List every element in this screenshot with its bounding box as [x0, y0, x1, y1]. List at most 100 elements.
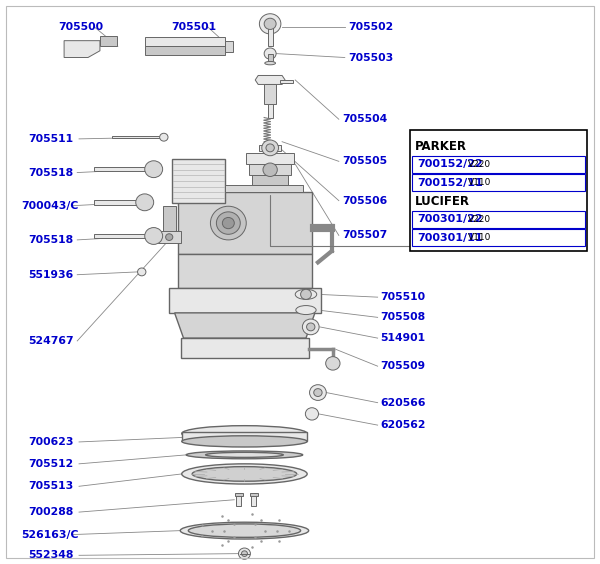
FancyBboxPatch shape — [226, 41, 233, 52]
Ellipse shape — [186, 451, 302, 459]
Ellipse shape — [295, 289, 317, 299]
Text: V220: V220 — [469, 215, 491, 224]
Polygon shape — [226, 186, 303, 192]
Circle shape — [145, 161, 163, 178]
FancyBboxPatch shape — [182, 433, 307, 442]
Ellipse shape — [265, 61, 275, 65]
Polygon shape — [249, 164, 291, 175]
Circle shape — [310, 385, 326, 400]
Circle shape — [137, 268, 146, 276]
Text: V110: V110 — [469, 233, 492, 242]
Circle shape — [241, 551, 247, 557]
Polygon shape — [158, 231, 181, 243]
Text: 620566: 620566 — [380, 398, 426, 408]
Circle shape — [259, 14, 281, 34]
Polygon shape — [178, 192, 312, 254]
FancyBboxPatch shape — [250, 493, 257, 496]
FancyBboxPatch shape — [412, 174, 585, 191]
Ellipse shape — [182, 436, 307, 447]
Text: 552348: 552348 — [28, 550, 74, 560]
Circle shape — [305, 408, 319, 420]
Circle shape — [266, 144, 274, 152]
Circle shape — [217, 212, 240, 234]
Text: 705502: 705502 — [348, 21, 393, 32]
Text: 700288: 700288 — [28, 507, 74, 517]
Text: 705513: 705513 — [28, 481, 74, 491]
FancyBboxPatch shape — [268, 54, 272, 61]
Text: PARKER: PARKER — [415, 140, 467, 153]
FancyBboxPatch shape — [145, 46, 226, 55]
Polygon shape — [64, 41, 100, 58]
Circle shape — [223, 218, 235, 228]
FancyBboxPatch shape — [412, 156, 585, 173]
FancyBboxPatch shape — [94, 233, 151, 238]
FancyBboxPatch shape — [236, 494, 241, 506]
Text: 700623: 700623 — [28, 437, 74, 447]
FancyBboxPatch shape — [264, 85, 276, 104]
Ellipse shape — [182, 464, 307, 484]
Polygon shape — [175, 313, 315, 338]
Text: 705503: 705503 — [348, 52, 393, 63]
Ellipse shape — [180, 522, 308, 539]
Text: 705511: 705511 — [28, 134, 73, 144]
Text: 524767: 524767 — [28, 336, 74, 346]
Circle shape — [314, 389, 322, 396]
Polygon shape — [255, 76, 285, 85]
Text: 551936: 551936 — [28, 270, 74, 280]
Circle shape — [301, 289, 311, 299]
Text: 705504: 705504 — [342, 114, 387, 124]
Circle shape — [307, 323, 315, 331]
Ellipse shape — [182, 426, 307, 442]
Polygon shape — [246, 153, 294, 164]
Ellipse shape — [192, 466, 297, 481]
FancyBboxPatch shape — [94, 200, 142, 205]
Text: LUCIFER: LUCIFER — [415, 195, 470, 208]
Ellipse shape — [296, 306, 316, 315]
Text: 705510: 705510 — [380, 292, 426, 302]
FancyBboxPatch shape — [268, 104, 272, 117]
Circle shape — [326, 356, 340, 370]
Circle shape — [211, 206, 246, 240]
Text: 700152/22: 700152/22 — [418, 159, 484, 169]
Circle shape — [238, 548, 250, 559]
FancyBboxPatch shape — [100, 36, 116, 46]
Text: 620562: 620562 — [380, 420, 426, 430]
Polygon shape — [181, 338, 309, 358]
Circle shape — [264, 18, 276, 29]
FancyBboxPatch shape — [410, 130, 587, 251]
Circle shape — [160, 133, 168, 141]
Circle shape — [136, 194, 154, 211]
Circle shape — [302, 319, 319, 335]
Text: 700301/22: 700301/22 — [418, 214, 483, 224]
Polygon shape — [163, 206, 176, 243]
Text: 700301/11: 700301/11 — [418, 233, 483, 243]
FancyBboxPatch shape — [268, 24, 272, 46]
Polygon shape — [169, 288, 321, 313]
FancyBboxPatch shape — [251, 494, 256, 506]
FancyBboxPatch shape — [235, 493, 242, 496]
Polygon shape — [252, 175, 288, 186]
Text: 705509: 705509 — [380, 361, 426, 371]
Text: 705501: 705501 — [172, 21, 217, 32]
Text: 700043/C: 700043/C — [21, 201, 79, 211]
Ellipse shape — [188, 524, 301, 537]
Circle shape — [262, 140, 278, 156]
FancyBboxPatch shape — [280, 80, 293, 83]
FancyBboxPatch shape — [172, 158, 226, 204]
Text: 705505: 705505 — [342, 156, 387, 166]
Text: 705518: 705518 — [28, 168, 73, 178]
FancyBboxPatch shape — [94, 167, 151, 171]
Text: V220: V220 — [469, 160, 491, 169]
Text: 705518: 705518 — [28, 235, 73, 245]
Text: 705507: 705507 — [342, 231, 387, 240]
Circle shape — [263, 163, 277, 177]
Circle shape — [145, 227, 163, 244]
Text: 705500: 705500 — [58, 21, 103, 32]
Text: 705508: 705508 — [380, 312, 426, 323]
FancyBboxPatch shape — [145, 37, 226, 46]
Circle shape — [166, 233, 173, 240]
Text: 514901: 514901 — [380, 333, 426, 343]
Text: 705506: 705506 — [342, 196, 387, 206]
Text: 705512: 705512 — [28, 459, 74, 469]
Polygon shape — [178, 254, 312, 288]
